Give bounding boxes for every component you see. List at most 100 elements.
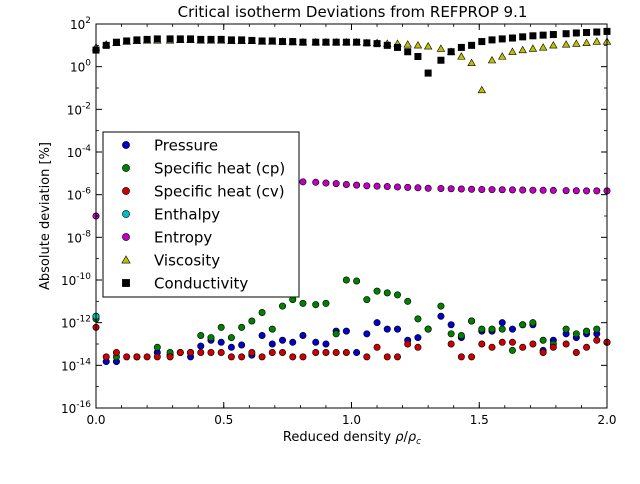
legend-label: Specific heat (cv) bbox=[154, 183, 285, 201]
data-point bbox=[467, 58, 476, 66]
plot-marks bbox=[91, 27, 612, 366]
data-point bbox=[133, 353, 141, 361]
data-point bbox=[322, 299, 330, 307]
data-point bbox=[508, 47, 517, 55]
data-point bbox=[519, 33, 527, 41]
data-point bbox=[383, 41, 391, 49]
legend-label: Pressure bbox=[154, 137, 218, 155]
x-tick-label: 2.0 bbox=[597, 413, 616, 427]
data-point bbox=[423, 42, 433, 50]
data-point bbox=[539, 336, 547, 344]
data-point bbox=[279, 38, 287, 46]
data-point bbox=[447, 185, 455, 193]
data-point bbox=[457, 332, 465, 340]
data-point bbox=[478, 185, 486, 193]
data-point bbox=[562, 187, 570, 195]
data-point bbox=[498, 35, 506, 43]
data-point bbox=[457, 43, 465, 51]
legend-label: Conductivity bbox=[154, 275, 248, 293]
data-point bbox=[102, 41, 110, 49]
data-point bbox=[562, 30, 570, 38]
data-point bbox=[322, 179, 330, 187]
series-conductivity bbox=[92, 27, 611, 77]
data-point bbox=[488, 343, 496, 351]
data-point bbox=[342, 276, 350, 284]
data-point bbox=[248, 317, 256, 325]
data-point bbox=[268, 325, 276, 333]
data-point bbox=[538, 43, 548, 51]
legend-item: Enthalpy bbox=[122, 206, 220, 224]
data-point bbox=[592, 37, 601, 45]
data-point bbox=[478, 38, 486, 46]
data-point bbox=[373, 343, 381, 351]
data-point bbox=[312, 301, 320, 309]
data-point bbox=[519, 186, 527, 194]
data-point bbox=[413, 41, 423, 49]
data-point bbox=[112, 38, 120, 46]
data-point bbox=[508, 325, 516, 333]
legend-item: Conductivity bbox=[122, 275, 248, 293]
y-tick-label: 10-12 bbox=[61, 315, 91, 331]
y-tick-label: 10-14 bbox=[61, 357, 91, 373]
data-point bbox=[488, 36, 496, 44]
data-point bbox=[583, 343, 591, 351]
data-point bbox=[572, 187, 580, 195]
data-point bbox=[572, 330, 580, 338]
y-axis: 10-16 10-14 10-12 10-10 10-8 10-6 10-4 10-2 100 1… bbox=[61, 16, 607, 416]
data-point bbox=[383, 289, 391, 297]
data-point bbox=[207, 334, 215, 342]
data-point bbox=[593, 336, 601, 344]
x-axis-label-slash: / bbox=[403, 430, 408, 445]
data-point bbox=[289, 353, 297, 361]
data-point bbox=[373, 182, 381, 190]
data-point bbox=[424, 325, 432, 333]
y-tick-label: 102 bbox=[70, 16, 91, 32]
data-point bbox=[289, 38, 297, 46]
data-point bbox=[508, 338, 516, 346]
data-point bbox=[424, 184, 432, 192]
data-point bbox=[447, 330, 455, 338]
data-point bbox=[477, 85, 487, 94]
data-point bbox=[488, 325, 496, 333]
data-point bbox=[498, 319, 506, 327]
data-point bbox=[153, 353, 161, 361]
data-point bbox=[414, 315, 422, 323]
data-point bbox=[187, 35, 195, 43]
data-point bbox=[363, 39, 371, 47]
data-point bbox=[437, 184, 445, 192]
y-tick-label: 10-10 bbox=[61, 272, 91, 288]
data-point bbox=[238, 36, 246, 44]
x-axis: 0.0 0.5 1.0 1.5 2.0 bbox=[86, 24, 617, 427]
legend-label: Specific heat (cp) bbox=[154, 160, 285, 178]
data-point bbox=[437, 302, 445, 310]
data-point bbox=[583, 28, 591, 36]
data-point bbox=[279, 336, 287, 344]
data-point bbox=[383, 325, 391, 333]
x-tick-label: 1.5 bbox=[470, 413, 489, 427]
data-point bbox=[217, 323, 225, 331]
legend-marker bbox=[122, 141, 130, 149]
data-point bbox=[102, 353, 110, 361]
data-point bbox=[342, 348, 350, 356]
data-point bbox=[187, 348, 195, 356]
data-point bbox=[468, 317, 476, 325]
data-point bbox=[197, 332, 205, 340]
data-point bbox=[393, 183, 401, 191]
data-point bbox=[457, 185, 465, 193]
data-point bbox=[112, 348, 120, 356]
data-point bbox=[322, 340, 330, 348]
data-point bbox=[143, 35, 151, 43]
data-point bbox=[498, 52, 507, 60]
legend-box bbox=[102, 131, 300, 298]
data-point bbox=[549, 31, 557, 39]
data-point bbox=[342, 38, 350, 46]
data-point bbox=[227, 343, 235, 351]
data-point bbox=[342, 180, 350, 188]
data-point bbox=[133, 36, 141, 44]
data-point bbox=[363, 182, 371, 190]
data-point bbox=[498, 186, 506, 194]
data-point bbox=[227, 353, 235, 361]
data-point bbox=[447, 321, 455, 329]
data-point bbox=[404, 340, 412, 348]
x-axis-label-rho-c: ρ bbox=[408, 430, 417, 445]
